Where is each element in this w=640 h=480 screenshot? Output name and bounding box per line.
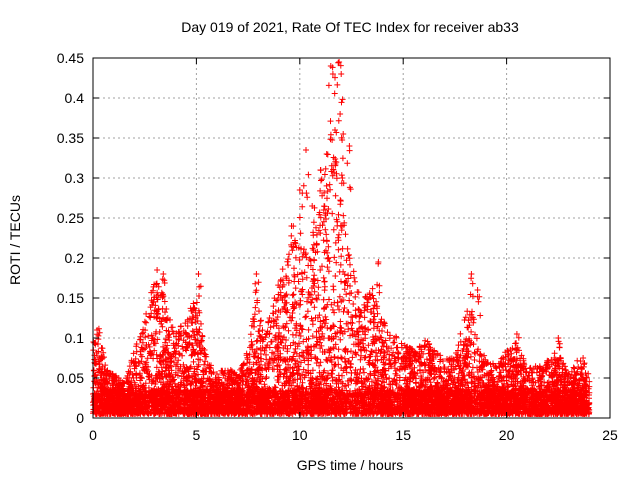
x-tick-label: 5 [193, 427, 201, 443]
y-tick-label: 0.1 [65, 330, 85, 346]
y-tick-label: 0.05 [57, 370, 84, 386]
y-tick-label: 0.4 [65, 90, 85, 106]
y-tick-label: 0.35 [57, 130, 84, 146]
y-tick-label: 0.45 [57, 50, 84, 66]
x-tick-label: 25 [602, 427, 618, 443]
axis-ticks: 0 0.05 0.1 0.15 0.2 0.25 0.3 0.35 0.4 0.45 0 5 10 15 2… [57, 50, 618, 443]
data-points [90, 59, 593, 417]
y-tick-label: 0.3 [65, 170, 85, 186]
y-tick-label: 0.2 [65, 250, 85, 266]
y-axis-label: ROTI / TECUs [7, 195, 23, 285]
x-tick-label: 0 [89, 427, 97, 443]
roti-markers [90, 59, 593, 417]
y-tick-label: 0.15 [57, 290, 84, 306]
x-tick-label: 10 [292, 427, 308, 443]
y-tick-label: 0.25 [57, 210, 84, 226]
x-axis-label: GPS time / hours [296, 457, 404, 473]
plot-frame [92, 57, 611, 419]
chart-title: Day 019 of 2021, Rate Of TEC Index for r… [181, 19, 519, 35]
x-tick-label: 20 [499, 427, 515, 443]
y-tick-label: 0 [76, 410, 84, 426]
x-tick-label: 15 [395, 427, 411, 443]
